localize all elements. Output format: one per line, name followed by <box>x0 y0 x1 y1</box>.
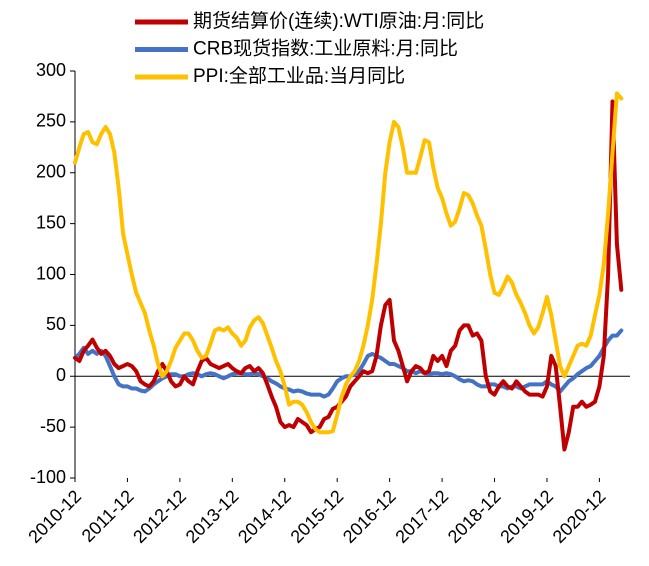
y-tick-label: 250 <box>36 111 66 131</box>
legend-label: PPI:全部工业品:当月同比 <box>193 65 405 87</box>
x-tick-label: 2013-12 <box>182 486 243 547</box>
series-line <box>73 99 624 452</box>
y-tick-label: 0 <box>56 365 66 385</box>
series-line <box>73 91 624 435</box>
x-tick-label: 2015-12 <box>287 486 348 547</box>
y-tick-label: 300 <box>36 60 66 80</box>
y-tick-label: -50 <box>40 416 66 436</box>
x-tick-label: 2017-12 <box>391 486 452 547</box>
y-tick-label: 100 <box>36 263 66 283</box>
x-tick-label: 2011-12 <box>78 486 138 546</box>
x-tick-label: 2019-12 <box>496 486 557 547</box>
x-tick-label: 2020-12 <box>549 486 610 547</box>
x-tick-label: 2016-12 <box>339 486 400 547</box>
y-tick-label: 150 <box>36 212 66 232</box>
legend-label: CRB现货指数:工业原料:月:同比 <box>193 38 458 60</box>
y-tick-label: -100 <box>30 467 66 487</box>
x-tick-label: 2014-12 <box>234 486 295 547</box>
y-tick-label: 50 <box>46 314 66 334</box>
y-tick-label: 200 <box>36 162 66 182</box>
x-tick-label: 2010-12 <box>24 486 85 547</box>
x-tick-label: 2018-12 <box>444 486 505 547</box>
legend-label: 期货结算价(连续):WTI原油:月:同比 <box>193 10 484 32</box>
x-tick-label: 2012-12 <box>129 486 190 547</box>
